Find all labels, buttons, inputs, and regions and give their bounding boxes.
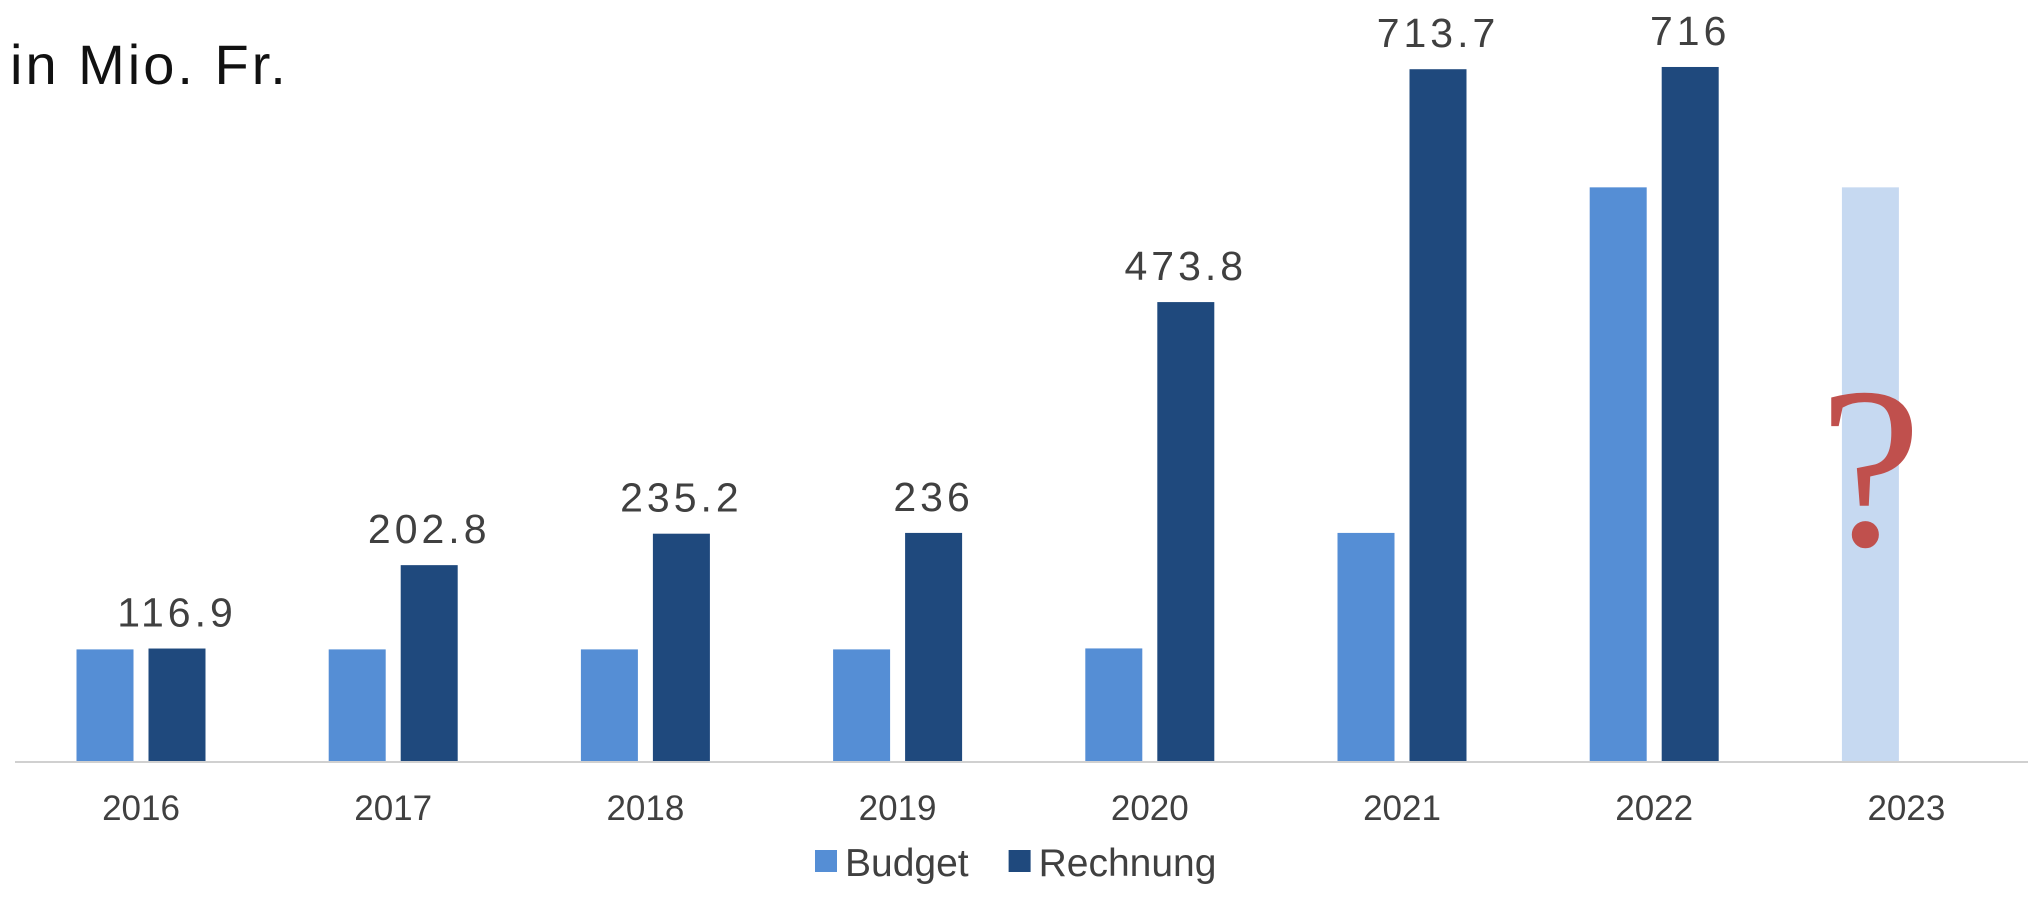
bar	[1841, 187, 1899, 763]
legend-label: Rechnung	[1039, 842, 1217, 885]
bar	[1589, 187, 1647, 763]
legend-swatch	[815, 850, 837, 872]
x-tick-label: 2017	[354, 789, 432, 828]
legend-swatch	[1008, 850, 1031, 872]
bar	[1085, 648, 1143, 762]
data-label: 713.7	[1377, 10, 1500, 56]
bar	[76, 649, 134, 762]
data-label: 235.2	[620, 475, 743, 521]
data-label: 236	[893, 474, 973, 520]
x-tick-label: 2021	[1363, 789, 1441, 828]
x-tick-label: 2023	[1867, 789, 1945, 828]
bar	[580, 649, 638, 762]
bar	[400, 565, 458, 762]
bar	[905, 532, 963, 762]
data-label: 116.9	[117, 590, 237, 636]
bar	[328, 649, 386, 762]
x-tick-label: 2018	[606, 789, 684, 828]
annotation: ?	[1819, 340, 1921, 595]
bar	[1157, 302, 1215, 762]
bar	[652, 533, 710, 762]
bar	[1661, 66, 1719, 763]
legend-label: Budget	[845, 842, 969, 885]
bar	[1337, 532, 1395, 762]
x-tick-label: 2016	[102, 789, 180, 828]
data-label: 716	[1650, 8, 1730, 54]
bar	[1409, 69, 1467, 763]
bar	[148, 648, 206, 762]
x-tick-label: 2020	[1111, 789, 1189, 828]
data-label: 202.8	[368, 506, 491, 552]
x-tick-label: 2022	[1615, 789, 1693, 828]
x-tick-label: 2019	[859, 789, 937, 828]
data-label: 473.8	[1124, 243, 1247, 289]
bar	[833, 649, 891, 762]
chart-title: in Mio. Fr.	[10, 33, 289, 96]
